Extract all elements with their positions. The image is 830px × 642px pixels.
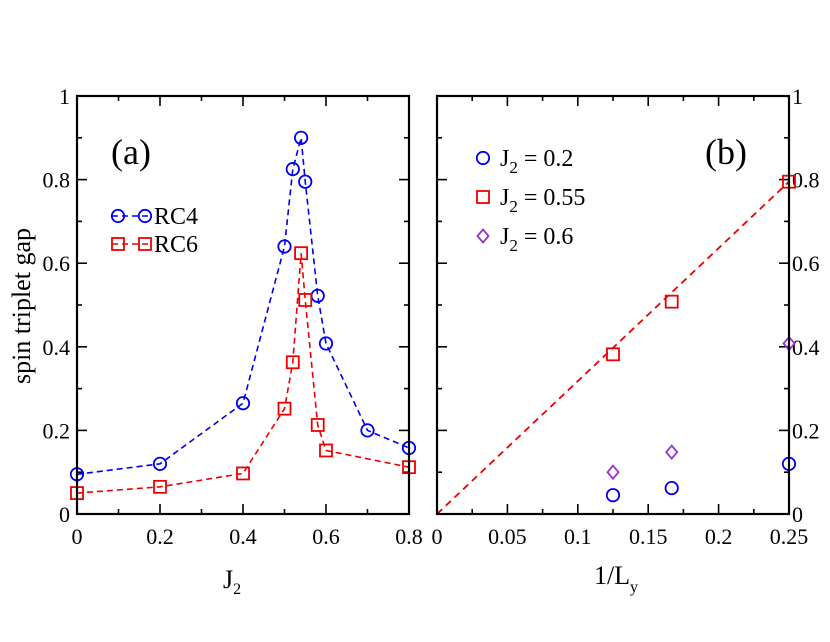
panel-a-point-0 (235, 396, 251, 411)
panel-b-xtick-label: 0.25 (770, 524, 809, 549)
panel-a-point-1 (277, 401, 292, 416)
panel-b-label: (b) (705, 132, 747, 172)
panel-b-point-2 (665, 444, 679, 461)
panel-a-legend-marker (110, 208, 126, 224)
panel-a-frame (75, 94, 411, 516)
panel-a-ticks: 0 0.2 0.4 0.6 0.8 0 0.2 0.4 0.6 0.8 1 (43, 84, 423, 549)
panel-a-series-line-1 (76, 253, 410, 494)
panel-a-point-0 (152, 456, 168, 471)
panel-a-point-0 (285, 162, 300, 177)
panel-a-point-1 (294, 246, 309, 261)
panel-b-xtick-label: 0 (432, 524, 443, 549)
panel-a-point-1 (236, 466, 250, 481)
panel-b-point-0 (664, 480, 679, 496)
panel-b-markers (605, 174, 797, 503)
panel-a-point-1 (319, 443, 333, 458)
panel-b-xtick-label: 0.15 (629, 524, 668, 549)
panel-b-legend: J2 = 0.2 J2 = 0.55 J2 = 0.6 (475, 146, 585, 255)
panel-a-legend-marker (137, 208, 153, 224)
panel-a-xtick-label: 0.8 (395, 524, 423, 549)
panel-b-xtick-label: 0.2 (705, 524, 733, 549)
panel-a-point-0 (318, 336, 334, 351)
panel-b-ytick-label: 0.8 (792, 168, 820, 193)
panel-b-frame (435, 94, 791, 516)
panel-b-xlabel: 1/Ly (594, 561, 638, 596)
panel-a-point-1 (310, 418, 325, 432)
panel-b-legend-label: J2 = 0.2 (500, 146, 573, 177)
panel-b-legend-marker (476, 228, 490, 244)
panel-b-legend-label: J2 = 0.55 (500, 185, 585, 216)
panel-b-legend-label: J2 = 0.6 (500, 224, 573, 255)
panel-a-legend-label: RC4 (154, 204, 198, 230)
panel-b-point-2 (606, 464, 620, 481)
panel-a-ytick-label: 0 (59, 502, 70, 527)
panel-b-xtick-label: 0.05 (488, 524, 527, 549)
panel-a-ylabel: spin triplet gap (7, 228, 36, 384)
panel-a-xlabel: J2 (223, 565, 241, 598)
panel-b-point-0 (605, 488, 621, 503)
panel-b-point-1 (664, 294, 679, 309)
panel-b-legend-marker (475, 150, 491, 166)
panel-a-xtick-label: 0 (72, 524, 83, 549)
panel-a-legend-label: RC6 (154, 232, 198, 258)
panel-a-point-1 (298, 293, 313, 307)
panel-b-ytick-label: 0.2 (792, 418, 820, 443)
panel-a-ytick-label: 1 (59, 84, 70, 109)
panel-b-legend-marker (476, 190, 490, 204)
panel-a-ytick-label: 0.4 (43, 335, 71, 360)
panel-a-point-1 (153, 479, 167, 494)
panel-a-xtick-label: 0.2 (146, 524, 174, 549)
panel-b-ytick-label: 1 (792, 84, 803, 109)
panel-a-series-line-0 (76, 137, 410, 476)
panel-a-xtick-label: 0.6 (312, 524, 340, 549)
panel-b-point-1 (606, 347, 620, 362)
panel-a-ytick-label: 0.8 (43, 168, 71, 193)
panel-a-ytick-label: 0.6 (43, 251, 71, 276)
panel-a-label: (a) (111, 132, 151, 172)
panel-a-series-lines (76, 137, 410, 494)
panel-b-ytick-label: 0 (792, 502, 803, 527)
panel-a-ytick-label: 0.2 (43, 418, 71, 443)
panel-a-xtick-label: 0.4 (229, 524, 257, 549)
panel-a-point-1 (285, 355, 300, 370)
panel-a-point-0 (360, 423, 375, 438)
panel-a-legend-marker (111, 237, 125, 251)
panel-a-point-0 (277, 239, 292, 254)
panel-a-legend-marker (138, 237, 152, 251)
panel-b-xtick-label: 0.1 (564, 524, 592, 549)
panel-b-ytick-label: 0.6 (792, 251, 820, 276)
panel-a-point-0 (298, 174, 313, 189)
panel-a-point-0 (293, 130, 309, 145)
panel-b-ytick-label: 0.4 (792, 335, 820, 360)
panel-a-markers (69, 130, 417, 501)
